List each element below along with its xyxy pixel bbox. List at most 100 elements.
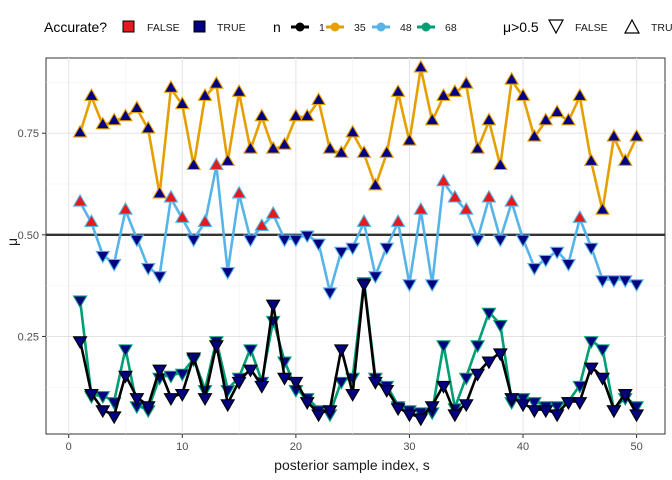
data-point [447,83,463,97]
data-point [95,250,111,264]
data-point [515,88,531,101]
data-point [118,108,133,122]
data-point [174,209,190,223]
data-point [333,246,349,260]
data-point [163,393,179,406]
data-point [163,189,179,203]
data-point [174,389,190,402]
data-point [470,234,486,248]
data-point [470,340,486,354]
data-point [186,352,202,366]
data-point [447,409,463,423]
legend-n-label-1: 1 [319,22,325,34]
data-point [345,124,361,138]
data-point [526,128,542,142]
data-point [322,140,338,154]
data-point [617,275,633,289]
data-point [242,140,258,154]
data-point [277,372,292,386]
data-point [186,157,202,171]
series-35 [72,59,645,215]
data-point [436,88,451,101]
data-point [583,362,599,376]
data-point [367,271,383,285]
data-point [129,100,145,114]
data-point [311,92,327,106]
data-point [447,189,463,203]
data-point [72,124,88,138]
data-point [458,75,474,89]
data-point [299,397,315,411]
data-point [481,112,497,126]
y-axis-title: μ [4,238,20,246]
data-point [231,83,247,97]
data-point [470,368,486,382]
data-point [265,205,281,219]
legend-n-label-48: 48 [400,22,412,34]
data-point [401,279,417,293]
data-point [424,112,440,126]
data-point [526,405,542,419]
data-point [504,393,520,406]
data-point [561,258,576,272]
legend-n-dot-48 [376,22,386,32]
data-point [572,209,588,223]
legend-accurate-true-label: TRUE [217,22,246,34]
data-point [152,364,168,378]
data-point [197,88,213,101]
data-point [208,75,224,89]
data-point [208,340,224,354]
data-point [458,399,474,413]
legend-n-label-68: 68 [445,22,457,34]
data-point [595,344,610,358]
legend-mu-title: μ>0.5 [503,19,539,35]
y-tick-label: 0.25 [18,331,39,343]
legend-n-dot-1 [295,22,305,32]
data-point [595,372,610,386]
data-point [118,201,133,215]
data-point [481,356,497,370]
data-point [288,376,304,390]
data-point [311,409,327,423]
data-point [106,112,122,126]
data-point [299,108,315,122]
data-point [231,376,247,390]
x-tick-label: 30 [403,441,415,453]
data-point [401,132,417,146]
data-point [83,389,99,402]
data-point [254,218,270,232]
data-point [549,401,565,415]
data-point [345,242,361,256]
data-point [95,405,111,419]
data-point [561,112,576,126]
data-point [322,405,338,419]
data-point [197,214,213,227]
data-point [629,409,645,423]
data-point [481,307,497,321]
legend-mu-false-label: FALSE [575,22,608,34]
x-tick-label: 40 [517,441,529,453]
data-point [174,368,190,382]
data-point [242,364,258,378]
data-point [390,403,406,417]
legend-n-title: n [273,19,281,35]
data-point [492,234,508,248]
x-axis-title: posterior sample index, s [274,457,430,473]
data-point [595,275,610,289]
series-1 [72,279,645,427]
data-point [106,411,122,425]
legend-mu-true-label: TRUE [651,22,672,34]
data-point [311,238,327,252]
data-point [163,79,179,93]
data-point [436,380,451,394]
data-point [163,370,179,384]
data-point [152,185,168,199]
data-point [617,389,633,402]
data-point [140,401,156,415]
data-point [95,116,111,130]
data-point [265,140,281,154]
data-point [299,230,315,244]
data-point [549,104,565,118]
legend-n-dot-68 [421,22,431,32]
data-point [83,88,99,101]
